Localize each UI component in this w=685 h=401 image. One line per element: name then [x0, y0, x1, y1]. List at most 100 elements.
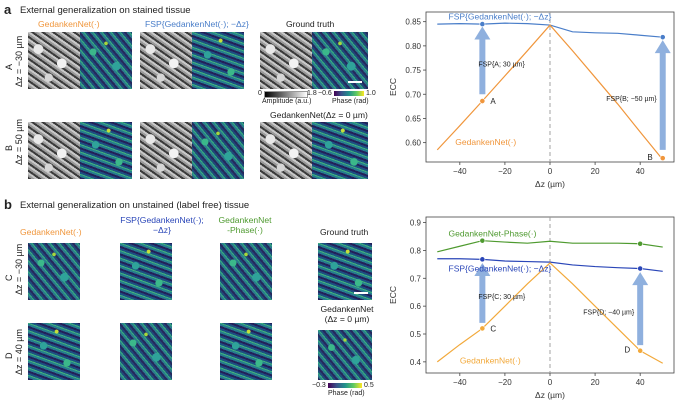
- image-c-fsp-phase: [120, 243, 172, 300]
- gt-caption-b-line2: (Δz = 0 µm): [324, 314, 370, 324]
- col-header-b-phase-line2: -Phase(·): [227, 225, 263, 235]
- fsp-arrow-label: FSP{B; −50 µm}: [606, 96, 657, 103]
- row-label-a-dz: Δz = −30 µm: [14, 35, 24, 87]
- y-tick-label: 0.70: [405, 90, 421, 99]
- image-b-fsp-amplitude: [140, 122, 192, 179]
- image-b-gedanken-amplitude: [28, 122, 80, 179]
- series-line-2: [436, 262, 664, 364]
- phase-min-b: −0.3: [312, 382, 326, 389]
- fsp-arrow-head: [474, 26, 491, 40]
- image-gt-b-phase-top: [318, 243, 372, 300]
- image-d-phase-net: [220, 323, 272, 380]
- phase-max-a: 1.0: [366, 90, 376, 97]
- x-tick-label: −20: [498, 167, 512, 176]
- series-line-1: [436, 24, 664, 160]
- gt-caption-a: GedankenNet(Δz = 0 µm): [270, 110, 368, 120]
- y-tick-label: 0.60: [405, 139, 421, 148]
- image-gt-a-amplitude: [260, 32, 312, 89]
- col-header-ground-truth: Ground truth: [286, 19, 335, 29]
- image-a-gedanken-phase: [80, 32, 132, 89]
- point-label: C: [490, 324, 496, 333]
- phase-colorbar-b: [328, 383, 362, 388]
- gt-caption-b-line1: GedankenNet: [320, 304, 374, 314]
- amplitude-label: Amplitude (a.u.): [262, 98, 312, 105]
- x-axis-label: Δz (µm): [535, 390, 565, 400]
- x-tick-label: −40: [453, 167, 467, 176]
- y-tick-label: 0.80: [405, 42, 421, 51]
- row-label-a: A: [4, 63, 14, 70]
- data-point: [479, 237, 486, 244]
- col-header-gedankennet: GedankenNet(·): [38, 19, 100, 29]
- series-annotation: FSP{GedankenNet(·); −Δz}: [449, 263, 552, 273]
- scale-bar: [348, 81, 362, 83]
- image-a-gedanken-amplitude: [28, 32, 80, 89]
- col-header-b-gedankennet: GedankenNet(·): [20, 227, 82, 237]
- series-line-0: [437, 240, 663, 253]
- data-point: [659, 155, 666, 162]
- panel-b-title: External generalization on unstained (la…: [20, 200, 250, 211]
- x-tick-label: −20: [498, 378, 512, 387]
- series-annotation: GedankenNet(·): [460, 355, 521, 365]
- y-tick-label: 0.8: [410, 246, 422, 255]
- amplitude-max: 1.8: [307, 90, 317, 97]
- col-header-b-fsp-line2: −Δz}: [153, 225, 171, 235]
- fsp-arrow-label: FSP{C; 30 µm}: [478, 294, 525, 301]
- col-header-b-ground-truth: Ground truth: [320, 227, 369, 237]
- y-tick-label: 0.85: [405, 18, 421, 27]
- image-gt-b-phase: [312, 122, 368, 179]
- y-tick-label: 0.4: [410, 358, 422, 367]
- chart-a-ecc: −40 −20 0 20 40 0.60 0.65 0.70 0.75 0.80 0.85 Δz (µ…: [388, 11, 675, 189]
- x-tick-label: 0: [548, 167, 553, 176]
- col-header-fsp: FSP{GedankenNet(·); −Δz}: [145, 19, 249, 29]
- image-d-fsp-phase: [120, 323, 172, 380]
- panel-letter-b: b: [4, 197, 12, 212]
- row-label-c-dz: Δz = −30 µm: [14, 243, 24, 295]
- col-header-b-fsp-line1: FSP{GedankenNet(·);: [120, 215, 204, 225]
- image-c-gedanken-phase: [28, 243, 80, 300]
- data-point: [479, 98, 486, 104]
- row-label-d: D: [4, 352, 14, 360]
- fsp-arrow-label: FSP{D; −40 µm}: [583, 310, 635, 317]
- gt-caption-b: GedankenNet (Δz = 0 µm): [318, 304, 376, 324]
- row-label-d-dz: Δz = 40 µm: [14, 329, 24, 375]
- point-label: D: [624, 346, 630, 355]
- phase-label-a: Phase (rad): [332, 98, 369, 105]
- image-gt-a-phase: [312, 32, 368, 89]
- phase-colorbar-a: [334, 91, 364, 96]
- row-label-b: B: [4, 144, 14, 151]
- y-axis-label: ECC: [388, 78, 398, 96]
- x-tick-label: 20: [591, 167, 600, 176]
- data-point: [479, 21, 486, 27]
- x-axis-label: Δz (µm): [535, 179, 565, 189]
- y-tick-label: 0.5: [410, 330, 422, 339]
- point-label: B: [647, 153, 652, 162]
- series-line-1: [437, 258, 663, 272]
- x-tick-label: 20: [591, 378, 600, 387]
- data-point: [637, 347, 644, 354]
- scale-bar-b: [354, 292, 368, 294]
- y-tick-label: 0.65: [405, 114, 421, 123]
- image-d-gedanken-phase: [28, 323, 80, 380]
- point-label: A: [490, 97, 496, 106]
- fsp-arrow-label: FSP{A; 30 µm}: [478, 61, 525, 68]
- data-point: [479, 325, 486, 332]
- fsp-arrow-head: [632, 272, 649, 286]
- chart-b-ecc: −40 −20 0 20 40 0.4 0.5 0.6 0.7 0.8 0.9 Δz (µm) ECC F…: [388, 216, 675, 400]
- image-b-gedanken-phase: [80, 122, 132, 179]
- y-tick-label: 0.9: [410, 219, 422, 228]
- phase-max-b: 0.5: [364, 382, 374, 389]
- panel-a-title: External generalization on stained tissu…: [20, 5, 191, 16]
- phase-min-a: −0.6: [318, 90, 332, 97]
- x-tick-label: 0: [548, 378, 553, 387]
- y-tick-label: 0.6: [410, 302, 422, 311]
- data-point: [637, 240, 644, 247]
- amplitude-min: 0: [258, 90, 262, 97]
- y-tick-label: 0.7: [410, 274, 422, 283]
- image-gt-b-phase-bottom: [318, 330, 372, 380]
- x-tick-label: 40: [636, 378, 645, 387]
- row-label-c: C: [4, 274, 14, 282]
- x-tick-label: 40: [636, 167, 645, 176]
- x-tick-label: −40: [453, 378, 467, 387]
- data-point: [637, 265, 644, 272]
- col-header-b-fsp: FSP{GedankenNet(·); −Δz}: [108, 215, 216, 235]
